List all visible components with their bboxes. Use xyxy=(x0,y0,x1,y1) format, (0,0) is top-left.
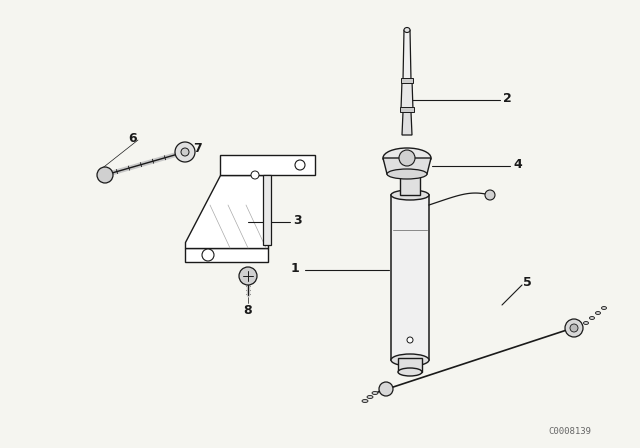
Bar xyxy=(391,195,429,360)
Ellipse shape xyxy=(589,316,595,319)
Text: 4: 4 xyxy=(513,158,522,171)
Circle shape xyxy=(399,150,415,166)
Circle shape xyxy=(251,171,259,179)
Bar xyxy=(401,78,413,83)
Text: 2: 2 xyxy=(503,91,512,104)
Bar xyxy=(400,107,414,112)
Text: 6: 6 xyxy=(129,132,138,145)
Ellipse shape xyxy=(595,311,600,314)
Ellipse shape xyxy=(584,322,589,324)
Bar xyxy=(400,173,420,195)
Text: 1: 1 xyxy=(291,262,299,275)
Circle shape xyxy=(379,382,393,396)
Polygon shape xyxy=(185,175,268,248)
Ellipse shape xyxy=(383,148,431,168)
Circle shape xyxy=(565,319,583,337)
Polygon shape xyxy=(185,248,268,262)
Circle shape xyxy=(485,190,495,200)
Circle shape xyxy=(175,142,195,162)
Circle shape xyxy=(97,167,113,183)
Ellipse shape xyxy=(602,306,607,310)
Circle shape xyxy=(407,337,413,343)
Ellipse shape xyxy=(404,27,410,33)
Text: 7: 7 xyxy=(193,142,202,155)
Polygon shape xyxy=(401,80,413,110)
Polygon shape xyxy=(403,30,411,80)
Ellipse shape xyxy=(362,400,368,402)
Ellipse shape xyxy=(398,368,422,376)
Text: 5: 5 xyxy=(523,276,531,289)
Circle shape xyxy=(202,249,214,261)
Polygon shape xyxy=(402,112,412,135)
Circle shape xyxy=(181,148,189,156)
Circle shape xyxy=(239,267,257,285)
Ellipse shape xyxy=(391,190,429,200)
Text: 3: 3 xyxy=(293,214,301,227)
Bar xyxy=(398,358,422,372)
Circle shape xyxy=(570,324,578,332)
Text: 8: 8 xyxy=(244,305,252,318)
Ellipse shape xyxy=(372,392,378,395)
Circle shape xyxy=(295,160,305,170)
Text: C0008139: C0008139 xyxy=(548,427,591,436)
Polygon shape xyxy=(220,155,315,175)
Polygon shape xyxy=(383,158,431,174)
Ellipse shape xyxy=(400,169,420,177)
Bar xyxy=(263,175,271,245)
Ellipse shape xyxy=(387,169,427,179)
Ellipse shape xyxy=(367,396,373,399)
Ellipse shape xyxy=(391,354,429,366)
